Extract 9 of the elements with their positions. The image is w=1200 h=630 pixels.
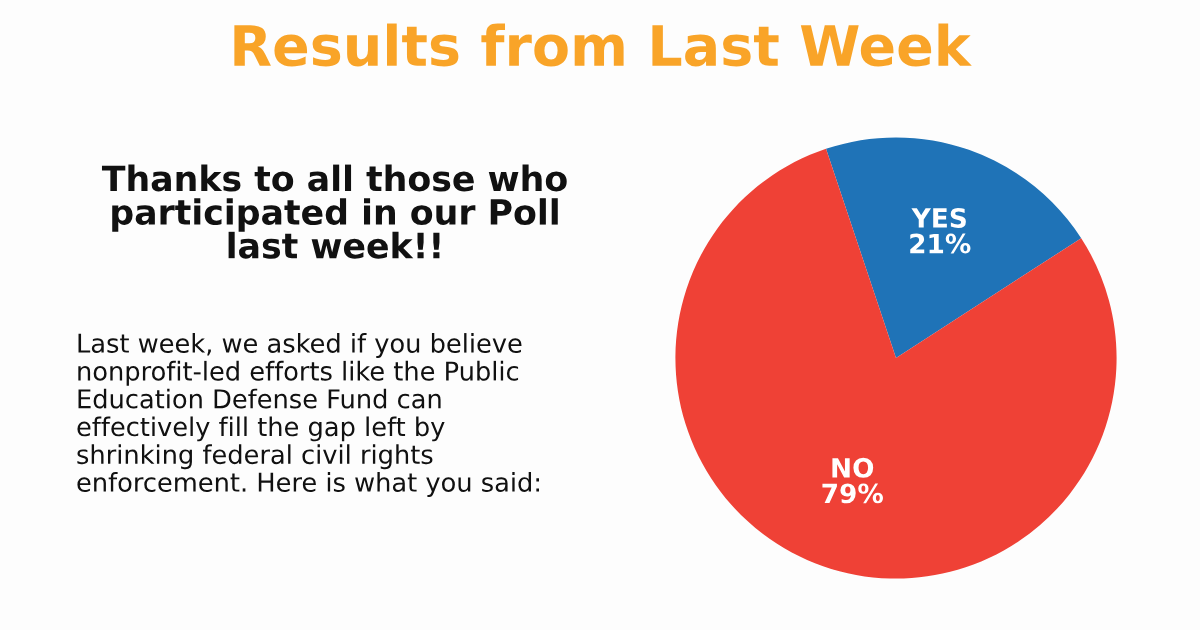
slice-label: NO (832, 457, 874, 478)
text: Thanks to all those who participated in our Poll last week!! (101, 164, 567, 259)
data-label: 79% (822, 483, 883, 504)
text: Last week, we asked if you believe nonprofit-led efforts like the Public Education Defense Fund can effectively fill the gap left by shrinking federal civil rights enforcement. Here is what you said: (77, 333, 539, 497)
pie-slice (826, 137, 1082, 358)
chart-title: Results from Last Week (234, 23, 972, 67)
data-label: 21% (910, 233, 971, 254)
slice-label: YES (911, 208, 966, 228)
pie-slice (675, 148, 1117, 579)
